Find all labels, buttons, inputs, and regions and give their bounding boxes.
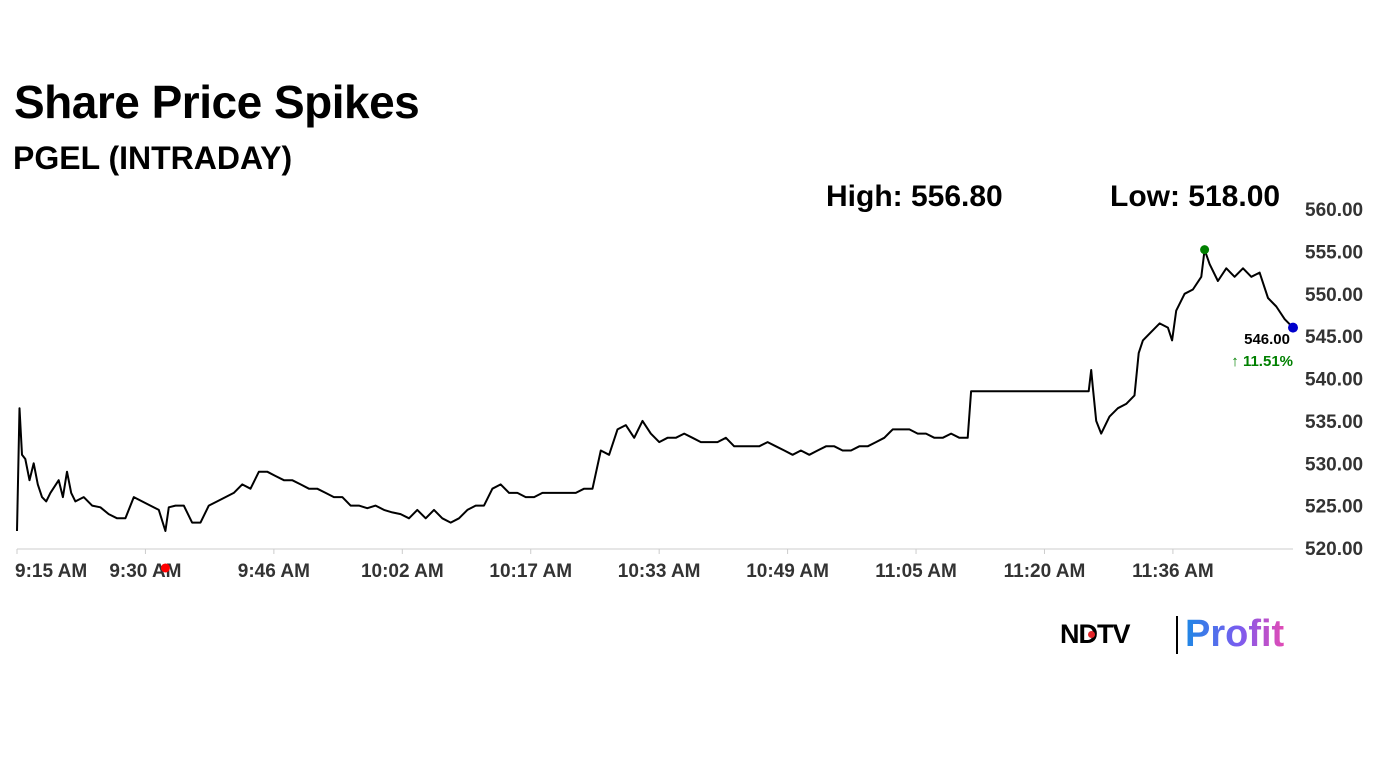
last-price-marker [1288, 322, 1298, 333]
y-tick-label: 560.00 [1305, 200, 1363, 221]
y-tick-label: 525.00 [1305, 497, 1363, 518]
high-marker [1200, 245, 1210, 255]
last-price-label: 546.00 [1244, 331, 1290, 348]
x-tick-label: 9:46 AM [238, 561, 310, 582]
low-marker [160, 563, 170, 573]
y-tick-label: 550.00 [1305, 285, 1363, 306]
profit-wordmark: Profit [1185, 613, 1285, 655]
y-tick-label: 530.00 [1305, 454, 1363, 475]
y-tick-label: 535.00 [1305, 412, 1363, 433]
ndtv-wordmark: NDTV [1060, 619, 1130, 649]
x-tick-label: 11:36 AM [1132, 561, 1214, 582]
x-tick-label: 10:33 AM [618, 561, 701, 582]
markers-layer [160, 245, 1298, 573]
x-tick-label: 10:17 AM [489, 561, 572, 582]
low-price-label: Low: 518.00 [1110, 180, 1281, 213]
x-tick-label: 11:20 AM [1004, 561, 1086, 582]
high-price-label: High: 556.80 [826, 180, 1003, 213]
series-layer [16, 248, 1294, 532]
y-axis: 560.00 555.00 550.00 545.00 540.00 535.00 530.… [1305, 200, 1363, 560]
y-tick-label: 545.00 [1305, 327, 1363, 348]
logo-divider [1176, 616, 1178, 654]
x-tick-label: 9:30 AM [109, 561, 181, 582]
logo-red-dot [1088, 631, 1095, 638]
ndtv-profit-logo: NDTV Profit [1060, 612, 1300, 656]
chart-title: Share Price Spikes [14, 76, 420, 128]
price-change-label: ↑ 11.51% [1231, 353, 1293, 370]
chart-subtitle: PGEL (INTRADAY) [13, 140, 293, 176]
x-tick-label: 11:05 AM [875, 561, 957, 582]
y-tick-label: 520.00 [1305, 539, 1363, 560]
x-tick-label: 10:49 AM [746, 561, 829, 582]
x-tick-label: 10:02 AM [361, 561, 444, 582]
x-tick-label: 9:15 AM [15, 561, 87, 582]
price-line [16, 248, 1294, 532]
y-tick-label: 555.00 [1305, 242, 1363, 263]
x-axis: 9:15 AM 9:30 AM 9:46 AM 10:02 AM 10:17 AM 10:… [15, 548, 1293, 582]
y-tick-label: 540.00 [1305, 370, 1363, 391]
